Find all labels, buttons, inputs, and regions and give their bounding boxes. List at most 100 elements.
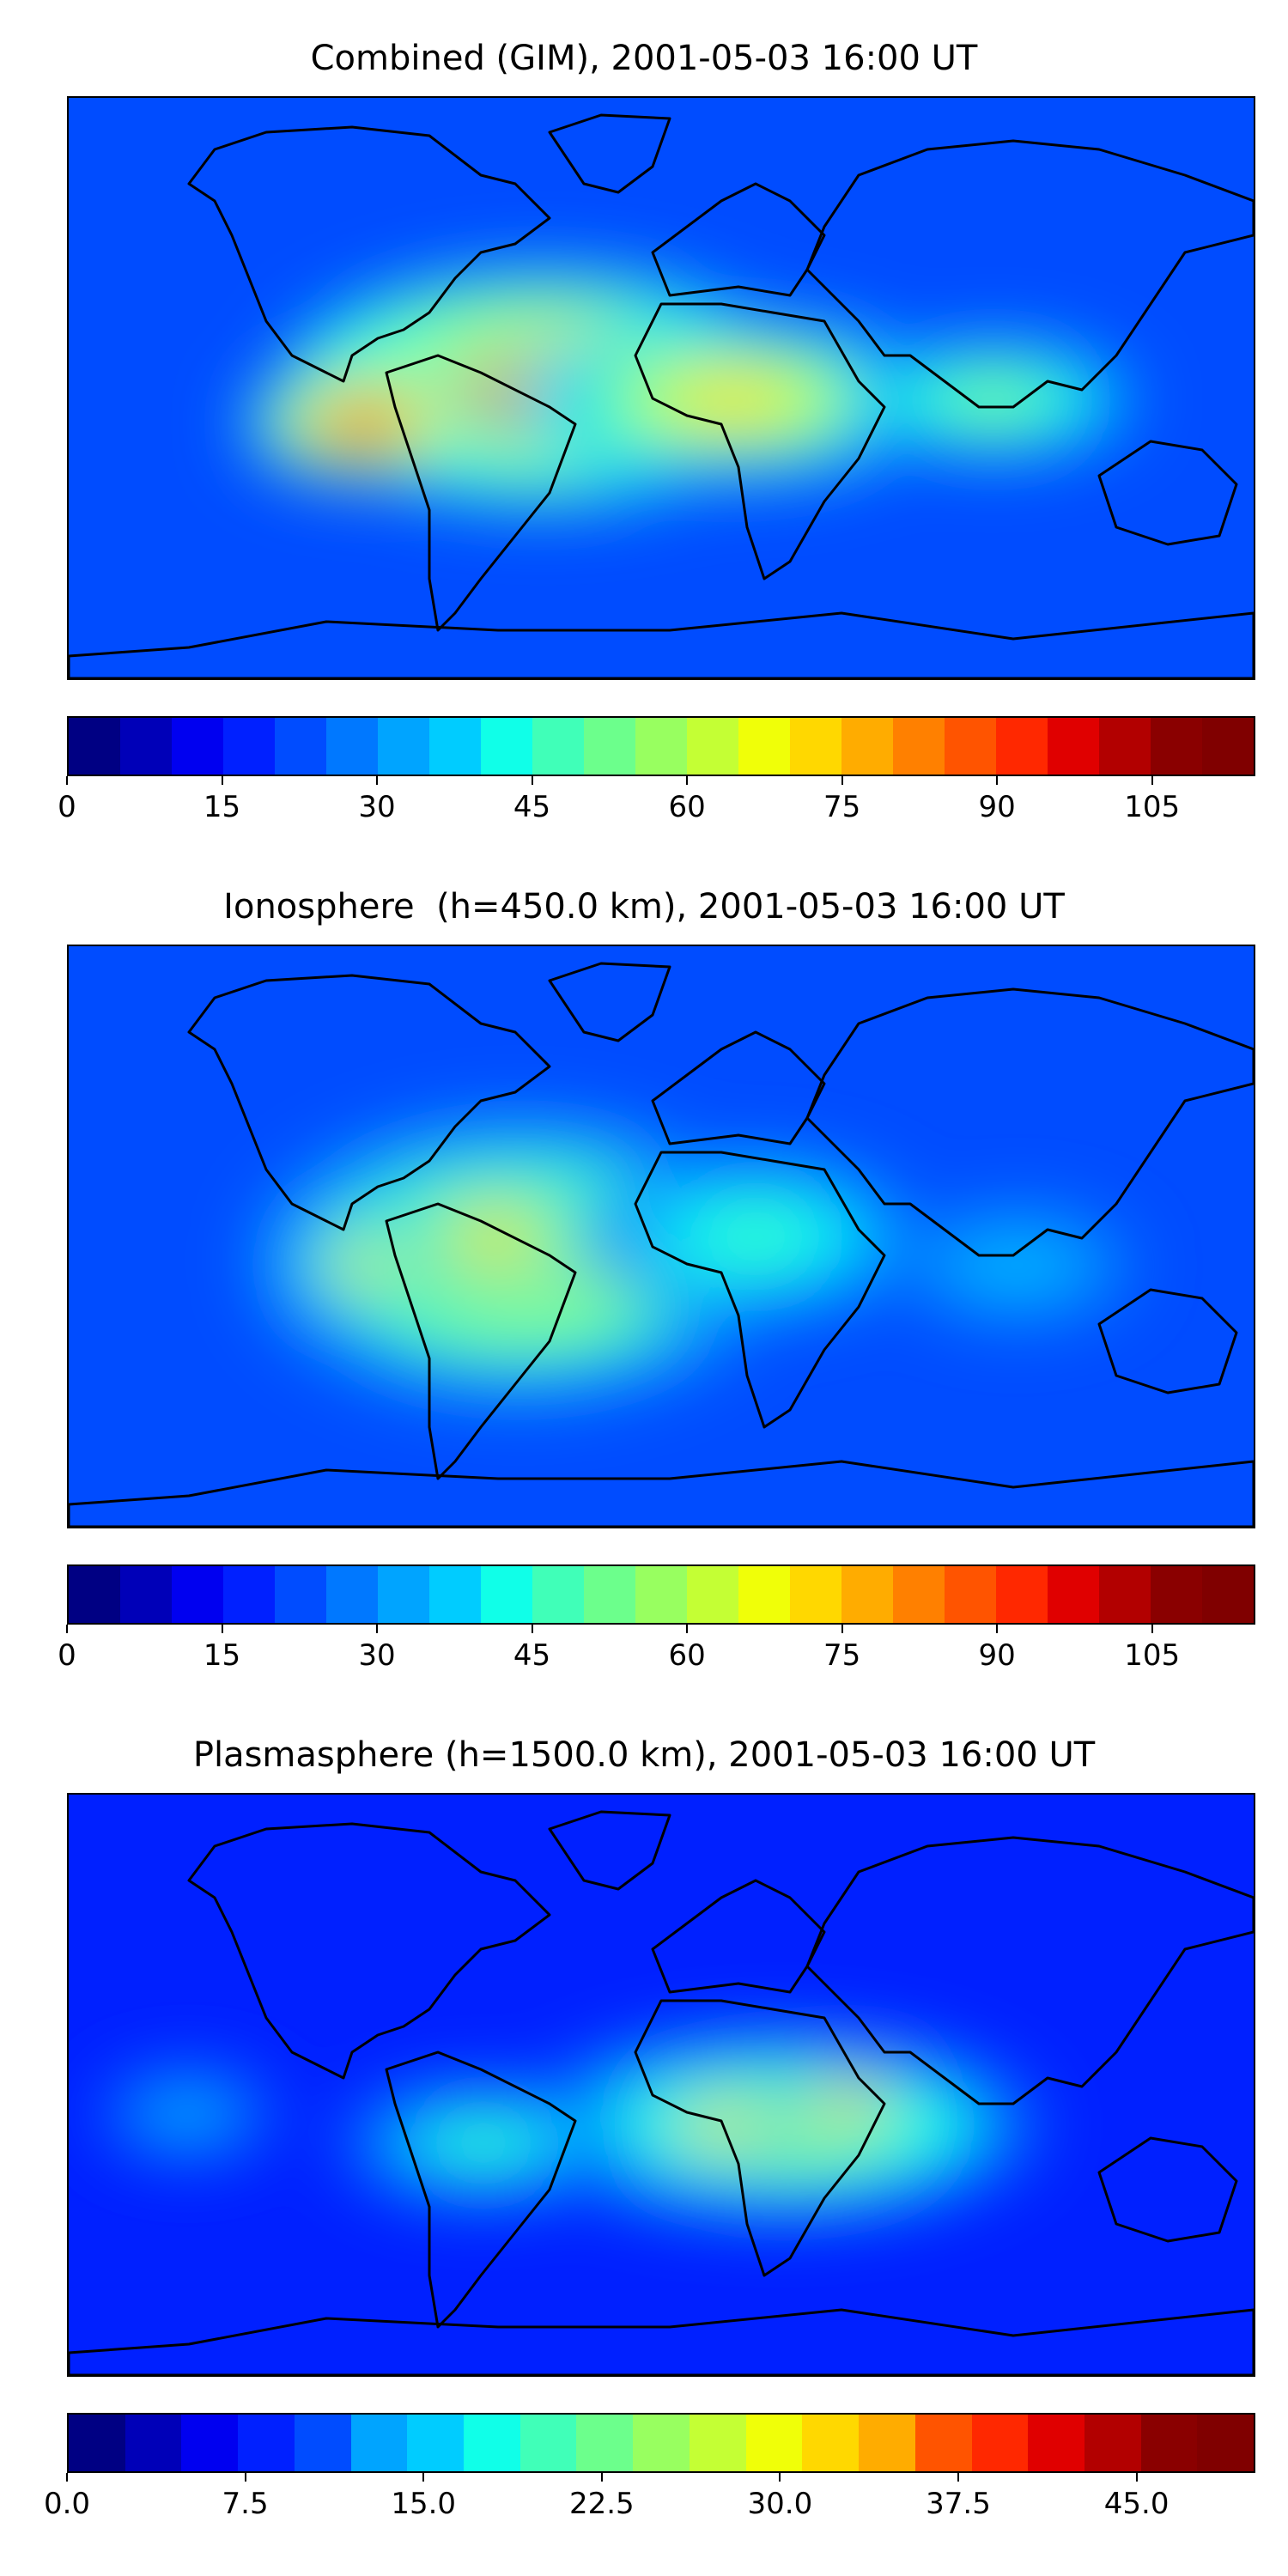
coastline xyxy=(69,611,1254,678)
coastline xyxy=(69,1460,1254,1527)
coastline xyxy=(651,182,826,297)
colorbar-tick xyxy=(841,1625,843,1633)
colorbar-tick xyxy=(1151,1625,1153,1633)
colorbar-segment xyxy=(790,1566,841,1623)
coastline xyxy=(634,1151,886,1429)
colorbar-tick xyxy=(66,1625,68,1633)
colorbar-ticks-combined: 0 15 30 45 60 75 90 105 xyxy=(58,776,1255,828)
coastline xyxy=(1097,2136,1238,2243)
colorbar-segment xyxy=(1140,2415,1198,2471)
colorbar-segment xyxy=(294,2415,351,2471)
map-svg xyxy=(69,1795,1254,2375)
colorbar-tick-label: 45 xyxy=(513,1638,551,1673)
colorbar-segment xyxy=(275,1566,326,1623)
colorbar-tick-label: 30 xyxy=(358,1638,396,1673)
colorbar-tick xyxy=(221,1625,223,1633)
colorbar-tick-label: 0 xyxy=(58,790,76,824)
colorbar-tick-label: 75 xyxy=(823,1638,861,1673)
colorbar-tick-label: 0 xyxy=(58,1638,76,1673)
coastline xyxy=(187,1822,551,2080)
colorbar-tick xyxy=(244,2473,246,2482)
field-contour xyxy=(678,379,786,421)
colorbar-segment xyxy=(429,718,481,775)
colorbar-segment xyxy=(1048,1566,1099,1623)
colorbar-segment xyxy=(223,718,275,775)
colorbar-tick-label: 22.5 xyxy=(568,2487,635,2521)
colorbar-tick xyxy=(996,1625,999,1633)
colorbar-segment xyxy=(584,718,635,775)
colorbar-tick-label: 0.0 xyxy=(43,2487,91,2521)
colorbar-tick xyxy=(957,2473,959,2482)
field-contour xyxy=(163,2102,211,2126)
colorbar-segment xyxy=(945,718,996,775)
colorbar-segment xyxy=(1048,718,1099,775)
colorbar-tick-label: 15 xyxy=(203,1638,241,1673)
field-contour xyxy=(835,2093,866,2111)
colorbar-tick-label: 45 xyxy=(513,790,551,824)
colorbar-tick-label: 30 xyxy=(358,790,396,824)
colorbar-segment xyxy=(687,718,738,775)
colorbar-ticks-plasmasphere: 0.0 7.5 15.0 22.5 30.0 37.5 45.0 xyxy=(44,2473,1255,2524)
colorbar-tick xyxy=(221,776,223,785)
colorbar-tick-label: 15.0 xyxy=(391,2487,457,2521)
coastline xyxy=(385,1202,577,1480)
map-plasmasphere xyxy=(67,1793,1255,2377)
field-contour xyxy=(714,1216,798,1257)
colorbar-segment xyxy=(532,718,584,775)
field-contour xyxy=(702,2117,738,2135)
colorbar-segment xyxy=(181,2415,239,2471)
colorbar-ionosphere xyxy=(67,1564,1255,1625)
field-layer xyxy=(92,2032,1041,2219)
colorbar-segment xyxy=(1197,2415,1255,2471)
colorbar-plasmasphere xyxy=(67,2413,1255,2473)
colorbar-segment xyxy=(1099,1566,1151,1623)
colorbar-segment xyxy=(378,1566,429,1623)
colorbar-segment xyxy=(893,1566,945,1623)
colorbar-segment xyxy=(519,2415,577,2471)
colorbar-segment xyxy=(996,1566,1048,1623)
colorbar-segment xyxy=(275,718,326,775)
colorbar-segment xyxy=(223,1566,275,1623)
coastline xyxy=(634,302,886,580)
field-contour xyxy=(465,1222,526,1251)
colorbar-tick xyxy=(779,2473,781,2482)
colorbar-segment xyxy=(350,2415,408,2471)
colorbar-segment xyxy=(69,2415,125,2471)
field-contour xyxy=(987,1250,1047,1280)
colorbar-tick-label: 15 xyxy=(203,790,241,824)
colorbar-tick xyxy=(422,2473,425,2482)
colorbar-segment xyxy=(859,2415,915,2471)
colorbar-segment xyxy=(120,1566,172,1623)
coastline xyxy=(805,1836,1254,2105)
colorbar-tick-label: 105 xyxy=(1124,1638,1181,1673)
field-contour xyxy=(335,408,395,438)
colorbar-tick-label: 45.0 xyxy=(1103,2487,1170,2521)
map-title: Combined (GIM), 2001-05-03 16:00 UT xyxy=(310,39,978,78)
colorbar-segment xyxy=(326,718,378,775)
colorbar-segment xyxy=(481,718,532,775)
colorbar-segment xyxy=(69,718,120,775)
colorbar-tick-label: 60 xyxy=(668,790,706,824)
colorbar-segment xyxy=(532,1566,584,1623)
colorbar-tick-label: 30.0 xyxy=(747,2487,813,2521)
colorbar-tick xyxy=(66,2473,68,2482)
coastline xyxy=(805,139,1254,409)
colorbar-segment xyxy=(914,2415,972,2471)
colorbar-segment xyxy=(120,718,172,775)
colorbar-tick xyxy=(686,776,689,785)
coastline xyxy=(548,1810,671,1891)
map-title: Ionosphere (h=450.0 km), 2001-05-03 16:0… xyxy=(223,887,1065,927)
colorbar-segment xyxy=(802,2415,860,2471)
colorbar-segment xyxy=(481,1566,532,1623)
colorbar-tick xyxy=(531,1625,533,1633)
colorbar-segment xyxy=(738,1566,790,1623)
map-title: Plasmasphere (h=1500.0 km), 2001-05-03 1… xyxy=(192,1735,1096,1775)
coastline xyxy=(385,2050,577,2329)
colorbar-segment xyxy=(326,1566,378,1623)
colorbar-segment xyxy=(635,1566,687,1623)
field-contour xyxy=(447,2128,519,2158)
colorbar-segment xyxy=(633,2415,690,2471)
colorbar-tick-label: 37.5 xyxy=(926,2487,991,2521)
colorbar-segment xyxy=(1151,1566,1202,1623)
coastline xyxy=(69,2308,1254,2375)
